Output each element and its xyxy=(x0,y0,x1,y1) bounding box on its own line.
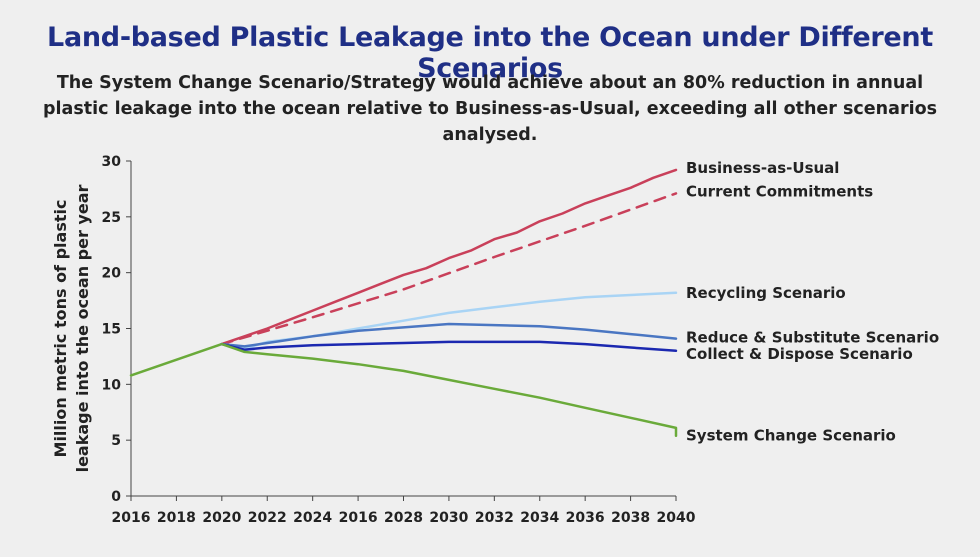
y-tick-label: 15 xyxy=(102,322,121,338)
label-business-as-usual: Business-as-Usual xyxy=(686,159,839,177)
y-axis-title: Million metric tons of plastic leakage in… xyxy=(51,184,92,472)
y-axis-title-line: leakage into the ocean per year xyxy=(73,184,92,472)
y-tick-label: 20 xyxy=(102,266,122,282)
label-collect-dispose-scenario: Collect & Dispose Scenario xyxy=(686,345,913,363)
label-current-commitments: Current Commitments xyxy=(686,182,873,200)
label-system-change-scenario: System Change Scenario xyxy=(686,427,896,445)
y-tick-label: 10 xyxy=(102,377,122,393)
label-reduce-substitute-scenario: Reduce & Substitute Scenario xyxy=(686,329,939,347)
x-tick-label: 2028 xyxy=(384,510,423,526)
x-tick-label: 2018 xyxy=(157,510,196,526)
series-line-system-change-scenario xyxy=(220,342,678,437)
x-tick-label: 2016 xyxy=(339,510,378,526)
series-lines xyxy=(129,168,678,437)
chart-subtitle: The System Change Scenario/Strategy woul… xyxy=(42,73,938,145)
series-line-reduce-substitute-scenario xyxy=(220,322,678,348)
x-ticks: 2016 2018 2020 2022 2024 2016 2028 2030 2032 2034… xyxy=(112,496,696,526)
x-tick-label: 2030 xyxy=(429,510,468,526)
x-tick-label: 2034 xyxy=(520,510,559,526)
series-line-collect-dispose-scenario xyxy=(220,340,678,353)
x-tick-label: 2040 xyxy=(657,510,696,526)
y-tick-label: 30 xyxy=(102,154,122,170)
y-tick-label: 0 xyxy=(111,489,121,505)
x-tick-label: 2032 xyxy=(475,510,514,526)
y-axis-title-line: Million metric tons of plastic xyxy=(51,200,70,458)
x-tick-label: 2022 xyxy=(248,510,287,526)
x-tick-label: 2020 xyxy=(202,510,241,526)
series-line-current-commitments xyxy=(220,192,678,346)
x-tick-label: 2038 xyxy=(611,510,650,526)
label-recycling-scenario: Recycling Scenario xyxy=(686,284,846,302)
series-line-business-as-usual xyxy=(220,168,678,346)
x-tick-label: 2024 xyxy=(293,510,332,526)
x-tick-label: 2016 xyxy=(112,510,151,526)
series-end-labels: Business-as-Usual Current Commitments Recy… xyxy=(686,159,939,445)
y-ticks: 0 5 10 15 20 25 30 xyxy=(102,154,131,505)
series-line-historical xyxy=(129,342,224,377)
y-tick-label: 25 xyxy=(102,210,121,226)
chart-title: Land-based Plastic Leakage into the Ocea… xyxy=(47,22,933,84)
y-tick-label: 5 xyxy=(111,433,121,449)
x-tick-label: 2036 xyxy=(566,510,605,526)
